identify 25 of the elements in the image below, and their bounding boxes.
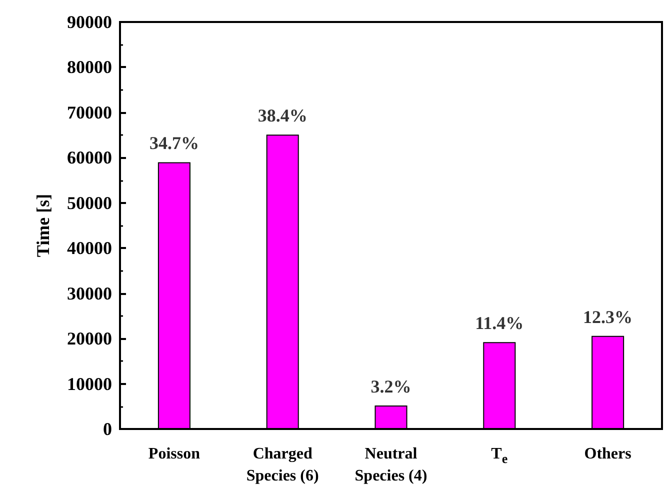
annotation: 11.4% bbox=[475, 313, 524, 334]
x-tick-label: Others bbox=[584, 446, 632, 462]
annotation: 38.4% bbox=[258, 106, 308, 126]
y-tick-label: 90000 bbox=[67, 12, 112, 32]
x-tick-label: Charged Species (6) bbox=[246, 446, 319, 484]
y-tick-label: 10000 bbox=[67, 374, 112, 394]
annotation: 12.3% bbox=[583, 306, 633, 327]
y-tick-label: 70000 bbox=[67, 102, 112, 122]
y-tick-label: 40000 bbox=[67, 238, 112, 258]
y-tick-label: 20000 bbox=[67, 328, 112, 349]
bar bbox=[266, 134, 299, 429]
bar bbox=[483, 342, 516, 429]
y-tick-label: 0 bbox=[103, 419, 112, 439]
bar bbox=[592, 336, 624, 429]
y-tick-label: 50000 bbox=[67, 192, 112, 213]
annotation: 34.7% bbox=[149, 133, 199, 154]
x-tick-label: Neutral Species (4) bbox=[354, 446, 428, 484]
y-tick-label: 80000 bbox=[67, 57, 112, 78]
bar bbox=[158, 162, 190, 429]
y-tick-label: 30000 bbox=[67, 283, 112, 304]
bar bbox=[374, 405, 408, 429]
y-axis-title: Time [s] bbox=[33, 194, 53, 258]
annotation: 3.2% bbox=[370, 376, 412, 396]
y-tick-label: 60000 bbox=[67, 148, 112, 168]
x-tick-label: Poisson bbox=[148, 446, 200, 462]
